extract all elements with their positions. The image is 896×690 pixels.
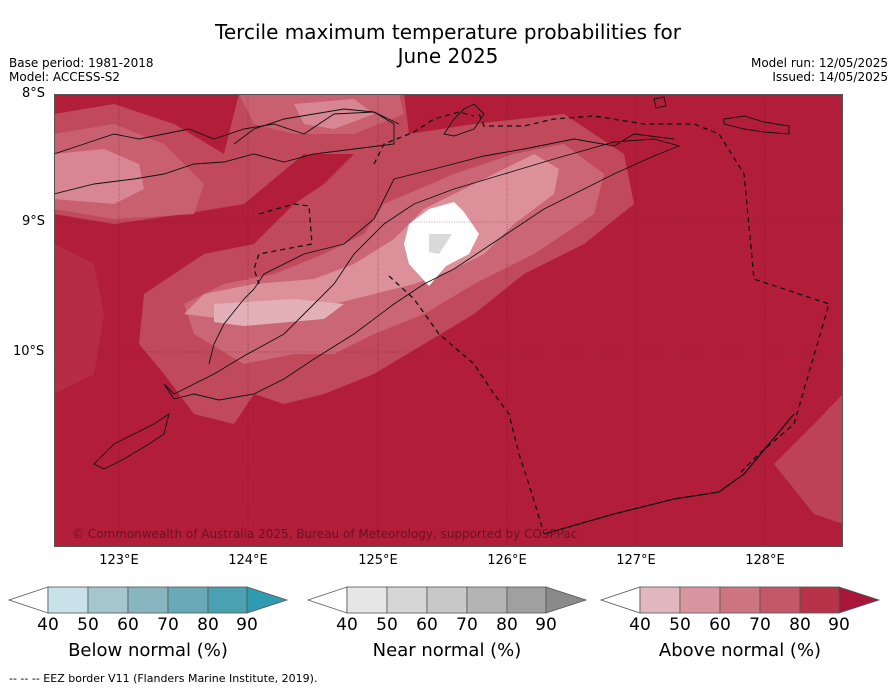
- lon-label-127e: 127°E: [616, 553, 656, 568]
- colorbar-near-normal: [306, 586, 588, 614]
- below-normal-title: Below normal (%): [68, 640, 228, 661]
- eez-border: [253, 111, 830, 535]
- near-tick-80: 80: [496, 615, 518, 635]
- near-tick-90: 90: [535, 615, 557, 635]
- model-name: Model: ACCESS-S2: [9, 70, 121, 84]
- eez-north-segment: [478, 113, 830, 475]
- near-tick-70: 70: [456, 615, 478, 635]
- above-tick-80: 80: [789, 615, 811, 635]
- near-tick-60: 60: [416, 615, 438, 635]
- above-tick-40: 40: [629, 615, 651, 635]
- lat-label-9s: 9°S: [22, 214, 46, 229]
- run-info: Model run: 12/05/2025 Issued: 14/05/2025: [751, 56, 888, 84]
- copyright-notice: © Commonwealth of Australia 2025, Bureau…: [72, 527, 578, 541]
- title-line-1: Tercile maximum temperature probabilitie…: [215, 20, 681, 44]
- eez-legend-note: -- -- -- EEZ border V11 (Flanders Marine…: [9, 672, 318, 685]
- timor-island-coastline: [163, 138, 681, 401]
- above-tick-50: 50: [669, 615, 691, 635]
- lat-label-10s: 10°S: [13, 344, 45, 359]
- near-tick-40: 40: [336, 615, 358, 635]
- lon-label-128e: 128°E: [745, 553, 785, 568]
- lat-label-8s: 8°S: [22, 86, 46, 101]
- title-line-2: June 2025: [397, 44, 499, 68]
- leti-islands-coastline: [723, 115, 790, 135]
- map-border: [54, 94, 843, 547]
- probability-map: [54, 94, 843, 547]
- below-tick-70: 70: [157, 615, 179, 635]
- base-period: Base period: 1981-2018: [9, 56, 154, 70]
- below-tick-80: 80: [197, 615, 219, 635]
- lon-label-123e: 123°E: [99, 553, 139, 568]
- above-tick-60: 60: [709, 615, 731, 635]
- graticule: [54, 94, 843, 547]
- eez-southeast-solid: [543, 413, 795, 535]
- colorbar-above-normal: [599, 586, 881, 614]
- near-normal-patch: [429, 234, 452, 254]
- band-70-80-southeast: [774, 394, 843, 524]
- map-title: Tercile maximum temperature probabilitie…: [0, 20, 896, 68]
- band-70-80-southwest: [54, 244, 104, 394]
- eez-inlet-segment: [253, 203, 313, 285]
- eez-west-segment: [373, 111, 475, 165]
- lon-label-126e: 126°E: [487, 553, 527, 568]
- kisar-island: [653, 96, 667, 109]
- colorbars: [7, 586, 881, 614]
- lon-label-125e: 125°E: [358, 553, 398, 568]
- coastlines: [54, 96, 790, 470]
- wetar-coastline: [443, 103, 485, 137]
- band-50-60-ridge: [184, 154, 559, 319]
- flores-coastline: [54, 111, 395, 195]
- timor-island-interior: [208, 133, 675, 365]
- lon-label-124e: 124°E: [228, 553, 268, 568]
- rote-coastline: [93, 412, 170, 470]
- model-info: Base period: 1981-2018 Model: ACCESS-S2: [9, 56, 154, 84]
- near-normal-title: Near normal (%): [372, 640, 522, 661]
- below-tick-60: 60: [117, 615, 139, 635]
- above-tick-70: 70: [749, 615, 771, 635]
- below-tick-90: 90: [236, 615, 258, 635]
- alor-coastline: [233, 108, 400, 145]
- eez-central-segment: [388, 275, 545, 535]
- band-50-60-west: [54, 149, 144, 204]
- issued-date: Issued: 14/05/2025: [772, 70, 888, 84]
- below-tick-40: 40: [37, 615, 59, 635]
- colorbar-below-normal: [7, 586, 289, 614]
- model-run-date: Model run: 12/05/2025: [750, 56, 888, 70]
- below-tick-50: 50: [77, 615, 99, 635]
- above-tick-90: 90: [828, 615, 850, 635]
- near-tick-50: 50: [376, 615, 398, 635]
- above-normal-title: Above normal (%): [658, 640, 822, 661]
- band-40-50-strip: [214, 299, 344, 326]
